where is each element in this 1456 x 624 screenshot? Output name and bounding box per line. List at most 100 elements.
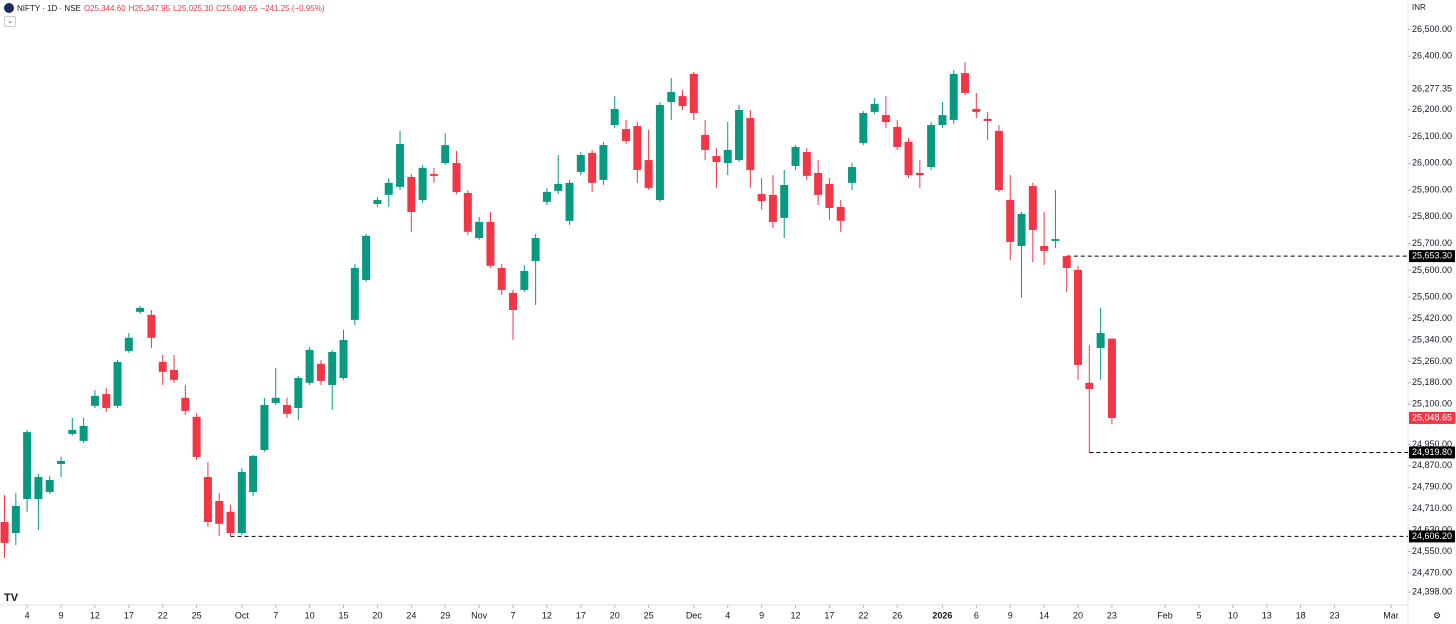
candle-body (102, 394, 111, 408)
x-tick-label: 22 (158, 610, 168, 620)
candle-body (509, 292, 518, 310)
candle-body (203, 477, 212, 523)
candle-body (452, 163, 461, 192)
candle-body (983, 118, 992, 121)
symbol-icon (4, 3, 14, 13)
candle-body (520, 270, 529, 290)
x-tick-label: 17 (124, 610, 134, 620)
candle-body (836, 206, 845, 221)
candle-body (791, 146, 800, 166)
x-tick-label: Dec (686, 610, 703, 620)
candle-body (0, 522, 9, 543)
candle-body (1062, 256, 1071, 268)
candle-body (825, 183, 834, 209)
x-tick-label: 2026 (932, 610, 952, 620)
candle-body (68, 429, 77, 434)
x-tick-label: 24 (406, 610, 416, 620)
candle-body (283, 405, 292, 414)
candle-body (170, 369, 179, 380)
candle-body (994, 130, 1003, 191)
candle-body (802, 152, 811, 176)
candle-body (610, 108, 619, 126)
x-tick-label: 10 (1228, 610, 1238, 620)
candle-body (136, 307, 145, 312)
y-tick-label: 24,710.00 (1412, 503, 1452, 513)
candle-body (531, 237, 540, 262)
x-tick-label: 20 (372, 610, 382, 620)
candle-body (339, 339, 348, 378)
price-line-label: 24,606.20 (1412, 531, 1452, 541)
y-tick-label: 26,100.00 (1412, 131, 1452, 141)
x-tick-label: 4 (725, 610, 730, 620)
candle-body (859, 112, 868, 143)
price-line-label-bg (1409, 250, 1455, 263)
y-tick-label: 26,000.00 (1412, 158, 1452, 168)
price-line-label-bg (1409, 530, 1455, 543)
candle-body (260, 405, 269, 451)
candle-body (712, 156, 721, 162)
x-tick-label: 14 (1039, 610, 1049, 620)
candle-body (316, 363, 325, 381)
candle-body (1074, 269, 1083, 365)
x-tick-label: 7 (511, 610, 516, 620)
open-label: O25,344.60 (83, 3, 126, 13)
currency: INR (1412, 3, 1426, 12)
y-tick-label: 26,500.00 (1412, 24, 1452, 34)
y-tick-label: 25,340.00 (1412, 334, 1452, 344)
candle-body (1085, 382, 1094, 389)
candle-body (848, 167, 857, 183)
y-tick-label: 24,398.00 (1412, 587, 1452, 597)
candle-body (475, 221, 484, 238)
price-line-label-bg (1409, 446, 1455, 459)
x-tick-label: 22 (858, 610, 868, 620)
candle-body (57, 460, 66, 464)
y-tick-label: 25,100.00 (1412, 399, 1452, 409)
x-tick-label: 18 (1296, 610, 1306, 620)
x-tick-label: 9 (59, 610, 64, 620)
candle-body (294, 377, 303, 408)
y-tick-label: 24,950.00 (1412, 439, 1452, 449)
candle-body (328, 352, 337, 385)
y-tick-label: 26,400.00 (1412, 51, 1452, 61)
candle-body (655, 104, 664, 200)
header: NIFTY · 1D · NSE O25,344.60 H25,347.95 L… (4, 3, 325, 13)
x-tick-label: 23 (1107, 610, 1117, 620)
candle-body (701, 134, 710, 150)
candle-body (723, 149, 732, 164)
candle-body (915, 172, 924, 176)
candle-body (34, 477, 43, 499)
candle-body (271, 397, 280, 403)
high-label: H25,347.95 (128, 3, 171, 13)
candle-body (384, 182, 393, 195)
candle-body (249, 455, 258, 493)
low-label: L25,025.30 (173, 3, 214, 13)
y-tick-label: 25,700.00 (1412, 238, 1452, 248)
candle-body (1028, 186, 1037, 230)
x-tick-label: 17 (576, 610, 586, 620)
candle-body (11, 505, 20, 533)
x-tick-label: 6 (974, 610, 979, 620)
candle-body (938, 115, 947, 126)
x-tick-label: 10 (305, 610, 315, 620)
x-tick-label: Mar (1383, 610, 1399, 620)
candle-body (486, 221, 495, 266)
settings-icon[interactable]: ⚙ (1433, 610, 1441, 620)
x-tick-label: 12 (791, 610, 801, 620)
candle-body (497, 267, 506, 290)
x-tick-label: 23 (1330, 610, 1340, 620)
collapse-button[interactable]: ⌄ (4, 16, 16, 27)
candle-body (689, 73, 698, 113)
candle-body (644, 160, 653, 188)
candle-body (622, 129, 631, 142)
candle-body (588, 152, 597, 183)
candle-body (814, 172, 823, 195)
y-tick-label: 25,260.00 (1412, 356, 1452, 366)
candle-body (362, 235, 371, 281)
y-tick-label: 25,420.00 (1412, 313, 1452, 323)
x-tick-label: 9 (759, 610, 764, 620)
candle-body (463, 193, 472, 232)
candle-body (554, 183, 563, 191)
candle-body (181, 397, 190, 411)
